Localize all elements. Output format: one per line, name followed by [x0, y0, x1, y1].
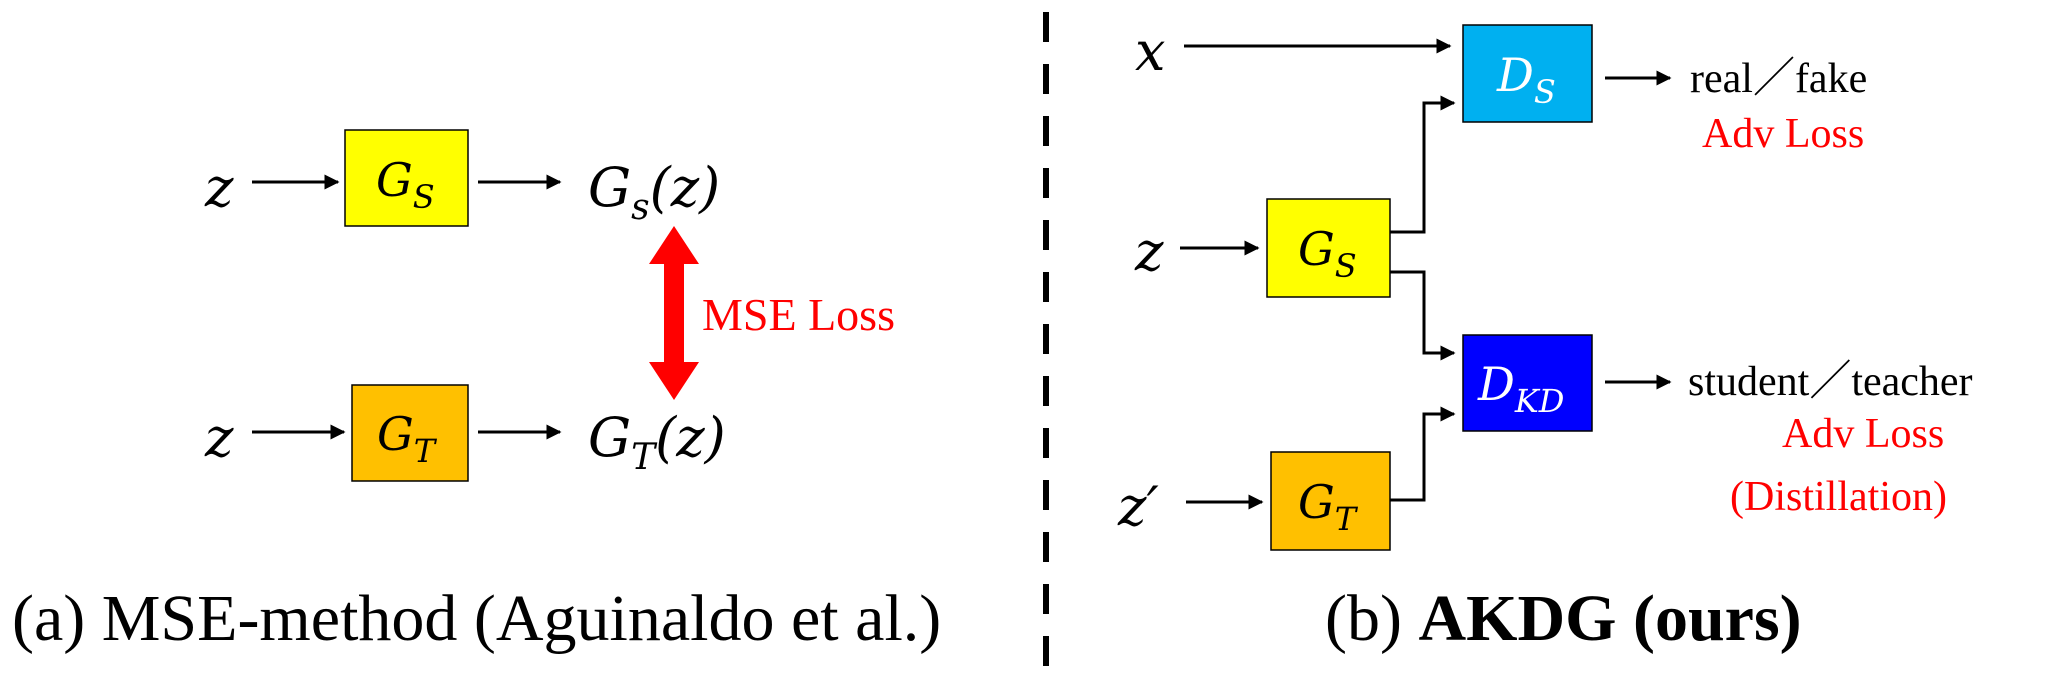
- discriminator-kd-box: [1462, 334, 1593, 432]
- teacher-generator-label: GT: [1298, 475, 1359, 538]
- discriminator-s-label: DS: [1496, 48, 1556, 111]
- mse-method-caption: (a) MSE-method (Aguinaldo et al.): [12, 582, 941, 655]
- student-generator-label: GS: [1298, 222, 1357, 285]
- student-generator-box: [1266, 198, 1391, 298]
- mse-method-panel: z GS Gs(z) MSE Loss z GT GT(z) (a) MSE-m…: [12, 129, 941, 655]
- student-generator-box: [344, 129, 469, 227]
- dkd-distillation-label: (Distillation): [1730, 474, 1947, 520]
- teacher-output-label: GT(z): [588, 406, 726, 478]
- akdg-panel: x DS real／fake Adv Loss z GS DKD student…: [1117, 20, 1973, 655]
- discriminator-s-box: [1462, 24, 1593, 123]
- dkd-adv-loss-label: Adv Loss: [1782, 411, 1944, 457]
- mse-loss-label: MSE Loss: [702, 289, 895, 340]
- akdg-caption: (b) AKDG (ours): [1325, 582, 1802, 655]
- teacher-input-z: z: [204, 406, 234, 469]
- mse-double-arrow: [649, 226, 699, 400]
- teacher-generator-label: GT: [377, 407, 438, 470]
- teacher-generator-box: [351, 384, 469, 482]
- teacher-input-z-prime: z′: [1117, 475, 1159, 538]
- student-input-z: z: [1134, 220, 1164, 283]
- ds-adv-loss-label: Adv Loss: [1702, 111, 1864, 157]
- arrow-gs-to-ds: [1390, 95, 1456, 234]
- teacher-generator-box: [1270, 451, 1391, 551]
- ds-output-label: real／fake: [1690, 56, 1867, 102]
- discriminator-kd-label: DKD: [1477, 357, 1564, 420]
- student-input-z: z: [204, 156, 234, 219]
- real-input-x: x: [1135, 20, 1165, 83]
- arrow-gs-to-dkd: [1390, 270, 1456, 361]
- dkd-output-label: student／teacher: [1688, 359, 1973, 405]
- student-generator-label: GS: [376, 153, 435, 216]
- arrow-gt-to-dkd: [1390, 406, 1456, 502]
- student-output-label: Gs(z): [588, 156, 720, 228]
